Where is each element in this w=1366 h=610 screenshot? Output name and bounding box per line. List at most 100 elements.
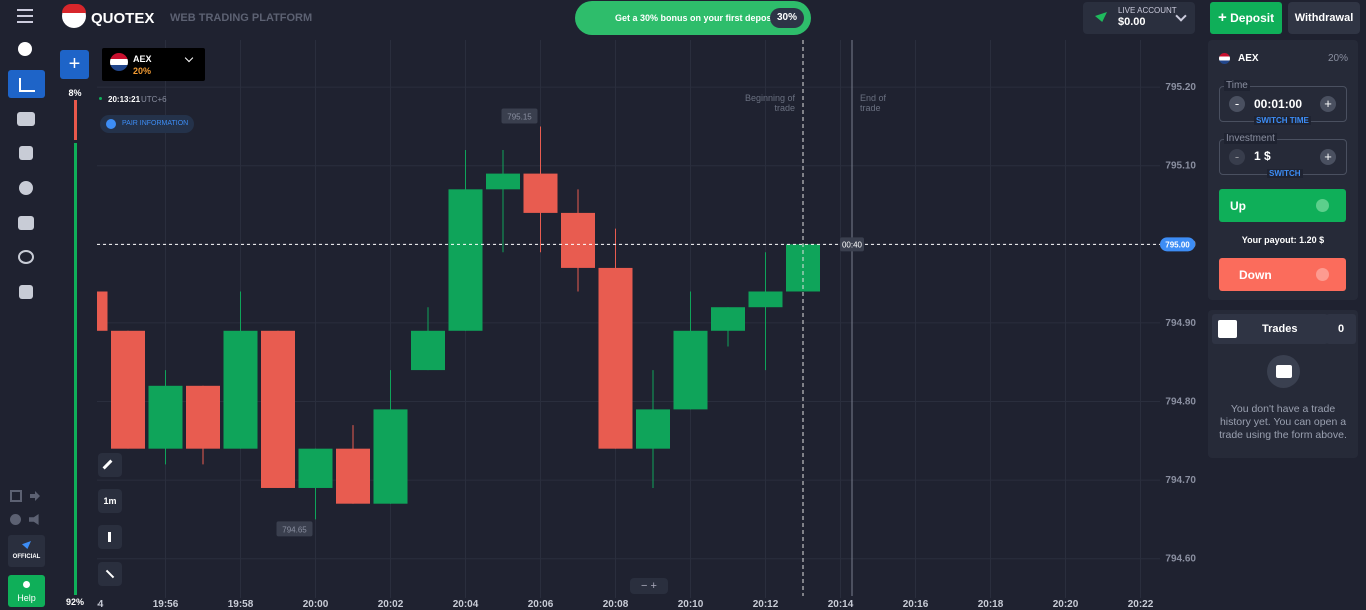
trades-tab[interactable]: Trades [1212,314,1328,344]
candle-body [111,330,145,449]
x-tick-label: 20:10 [678,599,704,610]
x-axis: 19:54 19:56 19:58 20:00 20:02 20:04 20:06 20:08… [97,599,1154,610]
charts-nav[interactable] [8,70,45,98]
price-marker-label: 794.65 [282,525,307,534]
panel-payout: 20% [1327,53,1348,64]
candle-body [673,330,708,410]
pair-information-label: PAIR INFORMATION [122,120,189,127]
candle-body [448,189,483,331]
empty-message: You don't have a trade history yet. You … [1219,403,1347,441]
settings-button[interactable] [10,514,21,525]
indicators-button[interactable] [98,562,122,586]
candle-body [561,212,595,268]
withdrawal-button[interactable]: Withdrawal [1288,2,1360,34]
switch-investment[interactable]: SWITCH [1267,169,1303,178]
official-label: OFFICIAL [12,554,41,560]
tournaments-nav[interactable] [19,285,33,299]
help-label: Help [17,593,36,603]
account-switch[interactable]: LIVE ACCOUNT $0.00 [1083,2,1195,34]
education-nav[interactable] [17,112,35,126]
deposit-button[interactable]: + Deposit [1210,2,1282,34]
trade-panel: AEX 20% Time - 00:01:00 + SWITCH TIME In… [1208,40,1358,300]
x-tick-label: 20:14 [828,599,854,610]
asset-name: AEX [133,54,152,64]
promo-badge: 30% [770,8,804,28]
deposit-label: Deposit [1230,11,1275,25]
down-label: Down [1239,268,1272,282]
down-button[interactable]: Down [1219,258,1346,291]
fullscreen-button[interactable] [10,490,22,502]
trades-panel: Trades 0 You don't have a trade history … [1208,310,1358,458]
time-input[interactable]: Time - 00:01:00 + SWITCH TIME [1219,80,1347,125]
logo [62,4,86,28]
help-icon[interactable] [18,42,32,56]
candle-body [186,385,220,449]
y-tick-label: 794.70 [1165,475,1196,486]
x-tick-label: 20:20 [1053,599,1079,610]
investment-plus[interactable]: + [1320,149,1336,165]
sentiment-down-bar [74,100,77,140]
candle-body [336,448,370,504]
payout-value: 1.20 $ [1299,235,1325,245]
menu-button[interactable] [17,9,33,23]
add-chart-button[interactable]: + [60,50,89,79]
y-tick-label: 794.60 [1165,554,1196,565]
promo-banner[interactable]: Get a 30% bonus on your first deposit 30… [575,1,811,35]
asset-selector[interactable]: AEX 20% [102,48,205,81]
candle-body [411,330,445,371]
time-minus[interactable]: - [1229,96,1245,112]
time-value: 00:01:00 [1254,97,1303,111]
zoom-controls[interactable]: − + [630,578,668,594]
x-tick-label: 20:02 [378,599,404,610]
candle-body [748,291,783,308]
promo-text: Get a 30% bonus on your first deposit [615,13,778,23]
candle-body [223,330,258,449]
logout-button[interactable] [30,491,40,501]
x-tick-label: 20:12 [753,599,779,610]
investment-input[interactable]: Investment - 1 $ + SWITCH [1219,133,1347,178]
investment-minus[interactable]: - [1229,149,1245,165]
pair-information[interactable]: PAIR INFORMATION [100,115,195,133]
x-tick-label: 20:04 [453,599,479,610]
market-nav[interactable] [18,216,34,230]
analytics-nav[interactable] [19,181,33,195]
trade-start-label: Beginning of trade [744,93,795,113]
x-tick-label: 20:08 [603,599,629,610]
chart-type-button[interactable] [98,525,122,549]
time-plus[interactable]: + [1320,96,1336,112]
candle-body [711,307,745,331]
time-label: Time [1224,80,1250,91]
x-tick-label: 20:06 [528,599,554,610]
candle-body [636,409,670,449]
candle-body [298,448,333,488]
x-tick-label: 20:16 [903,599,929,610]
sound-button[interactable] [29,514,39,525]
panel-asset: AEX [1238,53,1259,64]
platform-title: WEB TRADING PLATFORM [170,12,313,24]
y-tick-label: 795.20 [1165,82,1196,93]
investment-label: Investment [1224,133,1277,144]
candle-body [261,330,295,488]
y-tick-label: 795.10 [1165,161,1196,172]
countdown: 00:40 [842,240,863,249]
price-marker-label: 795.15 [507,112,532,121]
account-nav[interactable] [19,146,33,160]
current-price-label: 795.00 [1165,240,1190,249]
asset-payout: 20% [133,66,152,76]
timezone: UTC+6 [141,95,167,104]
countdown-badge [840,237,864,252]
trade-end-label: End of trade [860,93,887,113]
timeframe-button[interactable]: 1m [98,489,122,513]
help-button[interactable]: Help [8,575,45,607]
candle-body [148,385,183,449]
candle-body [97,291,108,331]
payout-label: Your payout: [1241,235,1297,245]
official-link[interactable]: OFFICIAL [8,535,45,567]
sentiment-up-label: 92% [65,597,84,607]
switch-time[interactable]: SWITCH TIME [1254,116,1311,125]
signals-nav[interactable] [18,250,34,264]
up-button[interactable]: Up [1219,189,1346,222]
drawing-tool[interactable] [98,453,122,477]
